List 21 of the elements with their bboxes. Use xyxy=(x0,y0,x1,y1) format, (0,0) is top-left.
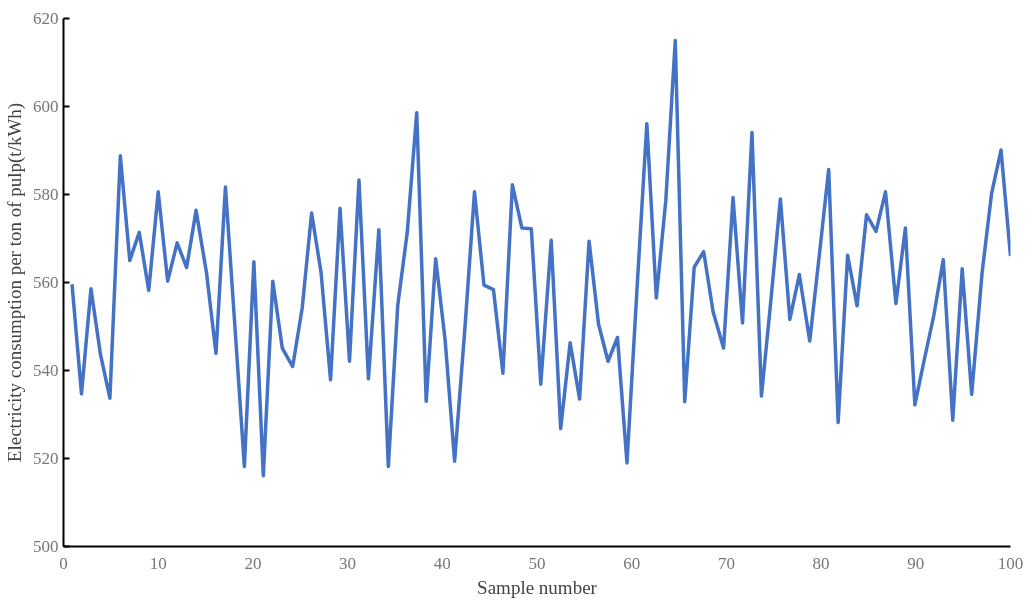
x-tick-label: 90 xyxy=(907,553,925,573)
x-tick-label: 100 xyxy=(997,553,1024,573)
y-tick-label: 500 xyxy=(33,537,59,556)
y-tick-label: 540 xyxy=(33,361,59,380)
x-tick-label: 60 xyxy=(623,553,641,573)
x-tick-label: 10 xyxy=(149,553,167,573)
x-tick-label: 50 xyxy=(528,553,546,573)
y-tick-label: 580 xyxy=(33,185,59,204)
y-tick-label: 620 xyxy=(33,9,59,28)
x-tick-label: 20 xyxy=(244,553,262,573)
y-axis-title: Electricity consumption per ton of pulp(t/kWh) xyxy=(4,102,26,463)
x-tick-label: 80 xyxy=(812,553,830,573)
x-tick-label: 30 xyxy=(339,553,357,573)
y-tick-label: 560 xyxy=(33,273,59,292)
x-tick-label: 70 xyxy=(717,553,735,573)
x-tick-label: 40 xyxy=(433,553,451,573)
y-tick-label: 600 xyxy=(33,97,59,116)
y-tick-label: 520 xyxy=(33,449,59,468)
line-series xyxy=(70,38,1011,478)
x-axis-title: Sample number xyxy=(477,576,598,598)
x-tick-label: 0 xyxy=(59,553,68,573)
